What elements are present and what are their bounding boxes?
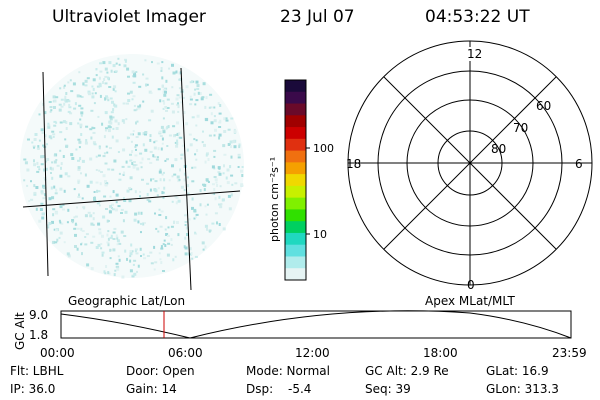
orbit-timeline: Geographic Lat/Lon Apex MLat/MLT GC Alt … — [13, 294, 587, 360]
grid-line-lon-2 — [180, 67, 192, 291]
seq-info: Seq: 39 — [365, 382, 411, 396]
colorbar-unit-label: photon cm⁻²s⁻¹ — [268, 157, 281, 242]
date-label: 23 Jul 07 — [280, 7, 355, 27]
colorbar-cell — [285, 221, 306, 234]
gc-alt-info: GC Alt: 2.9 Re — [365, 364, 449, 378]
colorbar-frame — [284, 79, 307, 281]
colorbar-cell — [285, 162, 306, 175]
timeline-ymax-label: 9.0 — [29, 308, 48, 322]
colorbar-cell — [285, 80, 306, 93]
timeline-xtick-0600: 06:00 — [168, 346, 203, 360]
colorbar-tick-label-10: 10 — [313, 228, 327, 241]
polar-lat-label-70: 70 — [513, 121, 528, 135]
colorbar-cell — [285, 115, 306, 128]
colorbar-cell — [285, 232, 306, 246]
glat-info: GLat: 16.9 — [486, 364, 549, 378]
colorbar-cell — [285, 150, 306, 163]
colorbar-cell — [285, 209, 306, 222]
polar-diagonal-2 — [383, 76, 557, 250]
colorbar-cell — [285, 138, 306, 152]
filter-info: Flt: LBHL — [10, 364, 64, 378]
polar-mlt-label-12: 12 — [467, 47, 482, 61]
altitude-curve — [60, 310, 572, 339]
colorbar: 100 10 photon cm⁻²s⁻¹ — [268, 79, 334, 281]
timeline-right-label: Apex MLat/MLT — [425, 294, 515, 308]
timeline-xtick-1200: 12:00 — [295, 346, 330, 360]
colorbar-cell — [285, 185, 306, 199]
colorbar-tick-label-100: 100 — [313, 142, 334, 155]
timeline-yaxis-label: GC Alt — [13, 312, 27, 350]
colorbar-cell — [285, 268, 306, 281]
colorbar-cell — [285, 174, 306, 187]
glon-info: GLon: 313.3 — [486, 382, 559, 396]
image-speckles — [23, 57, 244, 279]
time-label: 04:53:22 UT — [425, 7, 530, 27]
polar-mlt-label-0: 0 — [467, 278, 475, 292]
door-info: Door: Open — [126, 364, 195, 378]
colorbar-cell — [285, 91, 306, 105]
instrument-title: Ultraviolet Imager — [52, 7, 206, 27]
colorbar-cell — [285, 127, 306, 140]
colorbar-cell — [285, 244, 306, 257]
timeline-ymin-label: 1.8 — [29, 328, 48, 342]
timeline-xtick-2359: 23:59 — [552, 346, 587, 360]
timeline-left-label: Geographic Lat/Lon — [68, 294, 185, 308]
timeline-xtick-0000: 00:00 — [40, 346, 75, 360]
dsp-label: Dsp: — [246, 382, 274, 396]
mode-info: Mode: Normal — [246, 364, 330, 378]
polar-plot: 12 6 0 18 60 70 80 — [346, 40, 593, 292]
polar-label-bg-top — [466, 47, 484, 61]
colorbar-cell — [285, 256, 306, 269]
ip-info: IP: 36.0 — [10, 382, 56, 396]
polar-lat-label-60: 60 — [536, 99, 551, 113]
dsp-value: -5.4 — [288, 382, 312, 396]
grid-line-lon-1 — [42, 71, 49, 277]
polar-lat-label-80: 80 — [491, 142, 506, 156]
colorbar-cell — [285, 103, 306, 116]
timeline-xtick-1800: 18:00 — [423, 346, 458, 360]
polar-mlt-label-6: 6 — [575, 157, 583, 171]
auroral-image — [20, 54, 244, 291]
colorbar-cells — [285, 80, 306, 281]
gain-info: Gain: 14 — [126, 382, 177, 396]
grid-line-lat — [22, 190, 241, 208]
colorbar-cell — [285, 197, 306, 210]
timeline-frame — [60, 310, 572, 339]
polar-mlt-label-18: 18 — [346, 157, 361, 171]
